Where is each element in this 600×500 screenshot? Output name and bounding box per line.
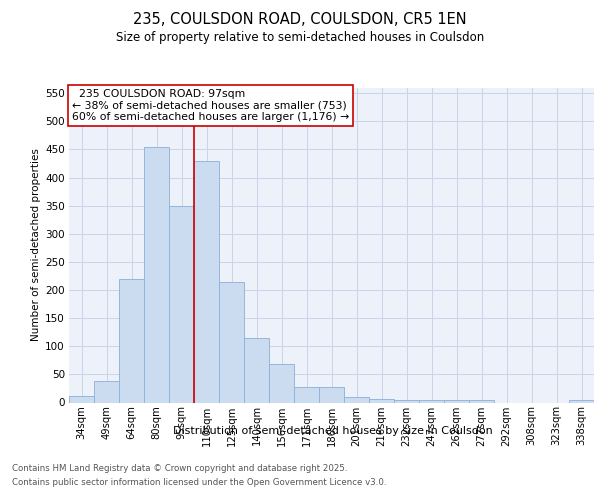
- Bar: [119, 279, 144, 402]
- Bar: [244, 338, 269, 402]
- Bar: [219, 282, 244, 403]
- Bar: [94, 380, 119, 402]
- Text: Size of property relative to semi-detached houses in Coulsdon: Size of property relative to semi-detach…: [116, 31, 484, 44]
- Text: 235, COULSDON ROAD, COULSDON, CR5 1EN: 235, COULSDON ROAD, COULSDON, CR5 1EN: [133, 12, 467, 28]
- Bar: [194, 160, 219, 402]
- Bar: [469, 400, 494, 402]
- Bar: [319, 387, 344, 402]
- Bar: [444, 400, 469, 402]
- Bar: [419, 400, 444, 402]
- Bar: [394, 400, 419, 402]
- Text: Contains HM Land Registry data © Crown copyright and database right 2025.: Contains HM Land Registry data © Crown c…: [12, 464, 347, 473]
- Bar: [169, 206, 194, 402]
- Y-axis label: Number of semi-detached properties: Number of semi-detached properties: [31, 148, 41, 342]
- Text: 235 COULSDON ROAD: 97sqm
← 38% of semi-detached houses are smaller (753)
60% of : 235 COULSDON ROAD: 97sqm ← 38% of semi-d…: [71, 89, 349, 122]
- Bar: [369, 399, 394, 402]
- Text: Distribution of semi-detached houses by size in Coulsdon: Distribution of semi-detached houses by …: [173, 426, 493, 436]
- Bar: [69, 396, 94, 402]
- Bar: [269, 364, 294, 403]
- Bar: [344, 398, 369, 402]
- Bar: [294, 387, 319, 402]
- Text: Contains public sector information licensed under the Open Government Licence v3: Contains public sector information licen…: [12, 478, 386, 487]
- Bar: [569, 400, 594, 402]
- Bar: [144, 146, 169, 402]
